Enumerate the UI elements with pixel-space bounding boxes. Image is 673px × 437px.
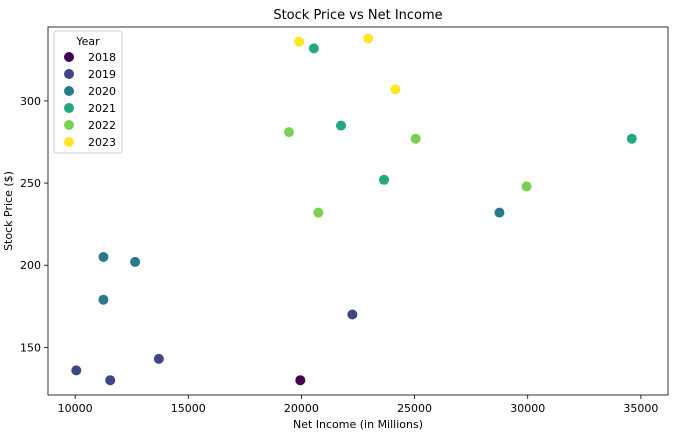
data-point-2020 bbox=[494, 207, 505, 218]
legend-label-2022: 2022 bbox=[88, 119, 116, 132]
y-tick-label: 300 bbox=[20, 95, 41, 108]
plot-frame bbox=[47, 26, 669, 396]
data-point-2020 bbox=[98, 252, 109, 262]
data-point-2019 bbox=[71, 365, 82, 376]
x-axis-label: Net Income (in Millions) bbox=[293, 418, 423, 431]
data-point-2021 bbox=[626, 133, 637, 144]
x-tick-label: 30000 bbox=[510, 402, 545, 415]
data-point-2019 bbox=[153, 353, 164, 364]
y-tick-label: 200 bbox=[20, 259, 41, 272]
legend: Year 2018 2019 2020 2021 2022 2023 bbox=[53, 30, 123, 154]
data-point-2019 bbox=[105, 375, 116, 386]
legend-label-2018: 2018 bbox=[88, 51, 116, 64]
x-tick-label: 20000 bbox=[284, 402, 319, 415]
data-point-2022 bbox=[283, 127, 294, 138]
legend-label-2023: 2023 bbox=[88, 136, 116, 149]
x-axis: 10000 15000 20000 25000 30000 35000 bbox=[58, 395, 658, 415]
data-point-2018 bbox=[295, 375, 306, 386]
x-tick-label: 35000 bbox=[623, 402, 658, 415]
data-point-2020 bbox=[130, 256, 141, 267]
legend-marker-2022 bbox=[64, 120, 74, 130]
x-tick-label: 15000 bbox=[171, 402, 206, 415]
data-point-2021 bbox=[308, 43, 319, 54]
data-point-2021 bbox=[379, 174, 390, 185]
data-point-2022 bbox=[410, 133, 421, 144]
legend-label-2019: 2019 bbox=[88, 68, 116, 81]
y-tick-label: 250 bbox=[20, 177, 41, 190]
legend-marker-2021 bbox=[64, 103, 74, 113]
legend-items: 2018 2019 2020 2021 2022 2023 bbox=[64, 51, 116, 149]
y-axis: 150 200 250 300 bbox=[20, 95, 48, 354]
legend-label-2020: 2020 bbox=[88, 85, 116, 98]
data-point-2020 bbox=[98, 294, 109, 305]
data-point-2021 bbox=[336, 120, 347, 131]
data-points bbox=[71, 33, 637, 386]
y-axis-label: Stock Price ($) bbox=[2, 171, 15, 251]
data-point-2022 bbox=[313, 207, 324, 218]
legend-title: Year bbox=[75, 35, 100, 48]
data-point-2023 bbox=[390, 84, 401, 95]
y-tick-label: 150 bbox=[20, 341, 41, 354]
legend-marker-2019 bbox=[64, 69, 74, 79]
data-point-2022 bbox=[521, 181, 532, 192]
legend-marker-2023 bbox=[64, 137, 74, 147]
x-tick-label: 25000 bbox=[397, 402, 432, 415]
data-point-2019 bbox=[347, 309, 358, 320]
data-point-2023 bbox=[363, 33, 374, 44]
x-tick-label: 10000 bbox=[58, 402, 93, 415]
legend-marker-2020 bbox=[64, 86, 74, 96]
legend-marker-2018 bbox=[64, 52, 74, 62]
chart-title: Stock Price vs Net Income bbox=[273, 8, 442, 23]
data-point-2023 bbox=[294, 36, 305, 47]
legend-label-2021: 2021 bbox=[88, 102, 116, 115]
